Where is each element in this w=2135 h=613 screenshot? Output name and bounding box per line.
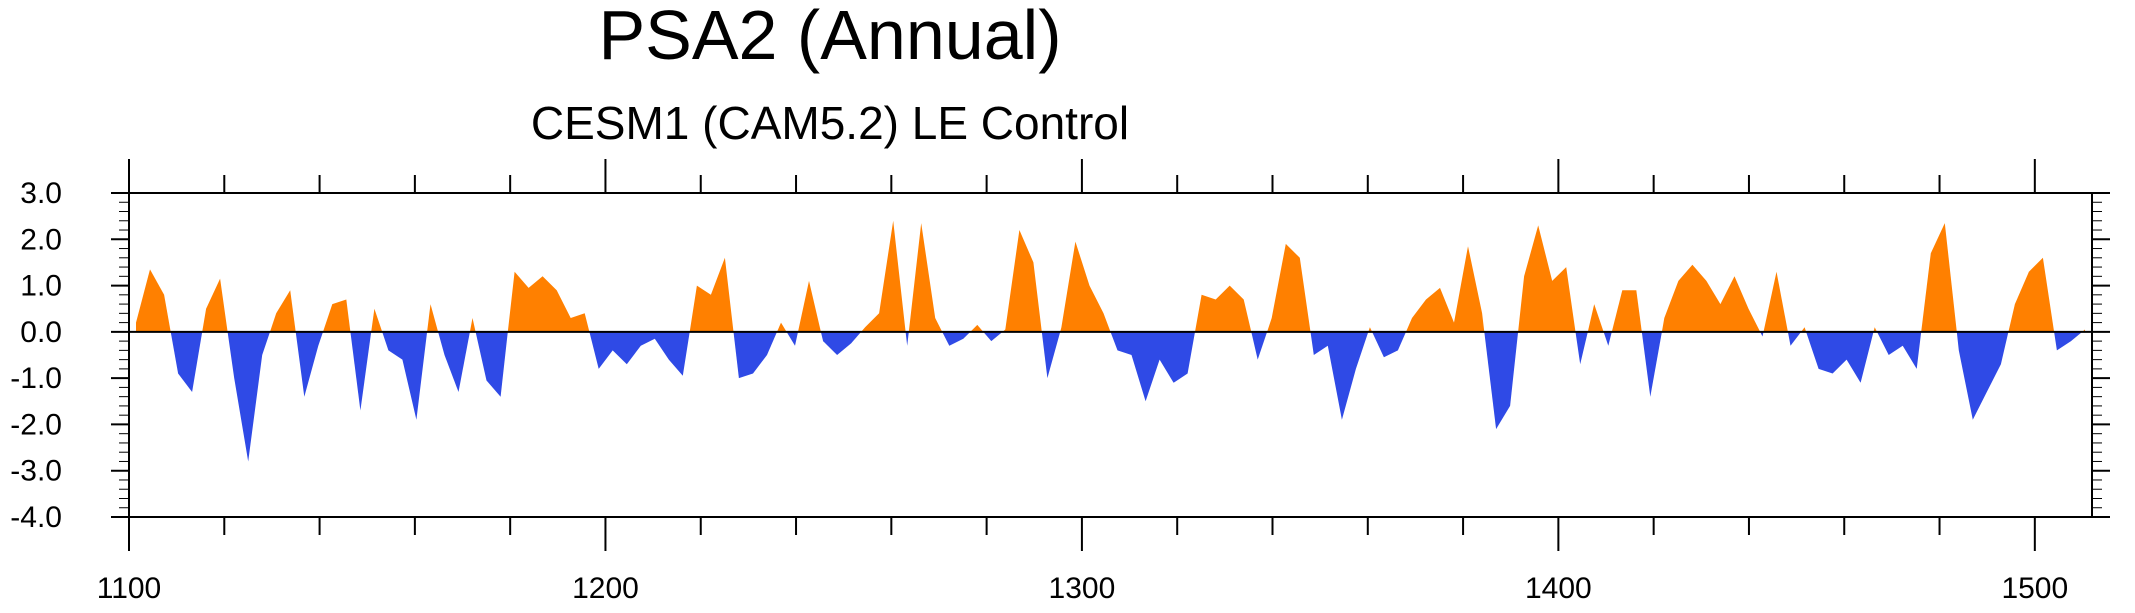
positive-area-38 [1406,246,1485,332]
negative-area-53 [1877,331,1922,369]
positive-area-50 [1801,327,1807,332]
negative-area-41 [1575,331,1588,365]
negative-area-47 [1760,331,1764,337]
x-axis: 1100 1200 1300 1400 1500 [97,159,2068,605]
positive-area-4 [270,290,296,332]
y-axis: 3.0 2.0 1.0 0.0 -1.0 -2.0 -3.0 -4.0 [10,177,2110,534]
positive-area-18 [777,322,787,332]
positive-area-14 [507,271,590,332]
negative-area-29 [1041,331,1061,379]
positive-area-46 [1661,264,1761,332]
negative-area-49 [1787,331,1802,346]
negative-area-35 [1310,331,1369,420]
negative-area-25 [942,331,971,346]
positive-area-52 [1873,327,1877,332]
area-series [136,220,2085,462]
positive-area-20 [798,280,821,332]
y-tick-label: 1.0 [20,270,62,303]
negative-area-9 [382,331,428,420]
negative-area-37 [1372,331,1406,358]
y-tick-label: -3.0 [10,455,62,488]
y-tick-label: -1.0 [10,362,62,395]
negative-area-17 [733,331,777,379]
negative-area-31 [1110,331,1195,402]
positive-area-56 [2008,257,2055,332]
positive-area-40 [1518,225,1576,332]
positive-area-26 [970,324,984,332]
positive-area-0 [136,269,171,332]
negative-area-19 [786,331,798,346]
negative-area-27 [983,331,1003,342]
x-tick-label: 1500 [2001,572,2068,605]
positive-area-48 [1763,271,1788,332]
positive-area-16 [689,257,734,332]
negative-area-23 [905,331,909,346]
y-tick-label: -4.0 [10,501,62,534]
x-tick-label: 1400 [1525,572,1592,605]
positive-area-28 [1002,230,1042,332]
negative-area-57 [2054,331,2083,351]
negative-area-11 [438,331,470,392]
negative-area-43 [1603,331,1612,346]
positive-area-42 [1587,304,1604,332]
y-tick-label: 0.0 [20,316,62,349]
chart-title: PSA2 (Annual) [598,0,1062,74]
positive-area-24 [908,223,943,332]
negative-area-15 [589,331,690,376]
negative-area-13 [475,331,508,397]
positive-area-8 [371,308,383,332]
y-tick-label: 2.0 [20,223,62,256]
chart-subtitle: CESM1 (CAM5.2) LE Control [530,97,1130,149]
negative-area-51 [1806,331,1874,383]
negative-area-3 [227,331,270,462]
negative-area-45 [1641,331,1662,397]
negative-area-55 [1956,331,2009,420]
x-tick-label: 1200 [572,572,639,605]
positive-area-2 [202,278,228,332]
plot-border [128,192,2093,518]
positive-area-10 [427,304,439,332]
positive-area-34 [1267,243,1311,332]
negative-area-7 [350,331,372,411]
x-tick-label: 1100 [97,572,162,605]
negative-area-1 [170,331,203,392]
y-tick-label: 3.0 [20,177,62,210]
positive-area-54 [1921,223,1957,332]
positive-area-30 [1060,241,1111,332]
negative-area-5 [295,331,323,397]
positive-area-12 [469,318,476,332]
positive-area-32 [1195,285,1252,332]
negative-area-21 [820,331,862,355]
plot-frame [128,192,2093,518]
negative-area-39 [1484,331,1519,430]
y-tick-label: -2.0 [10,408,62,441]
x-tick-label: 1300 [1049,572,1116,605]
negative-area-33 [1251,331,1268,360]
positive-area-6 [323,299,351,332]
positive-area-22 [861,220,906,332]
positive-area-36 [1368,327,1373,332]
positive-area-44 [1611,290,1642,332]
